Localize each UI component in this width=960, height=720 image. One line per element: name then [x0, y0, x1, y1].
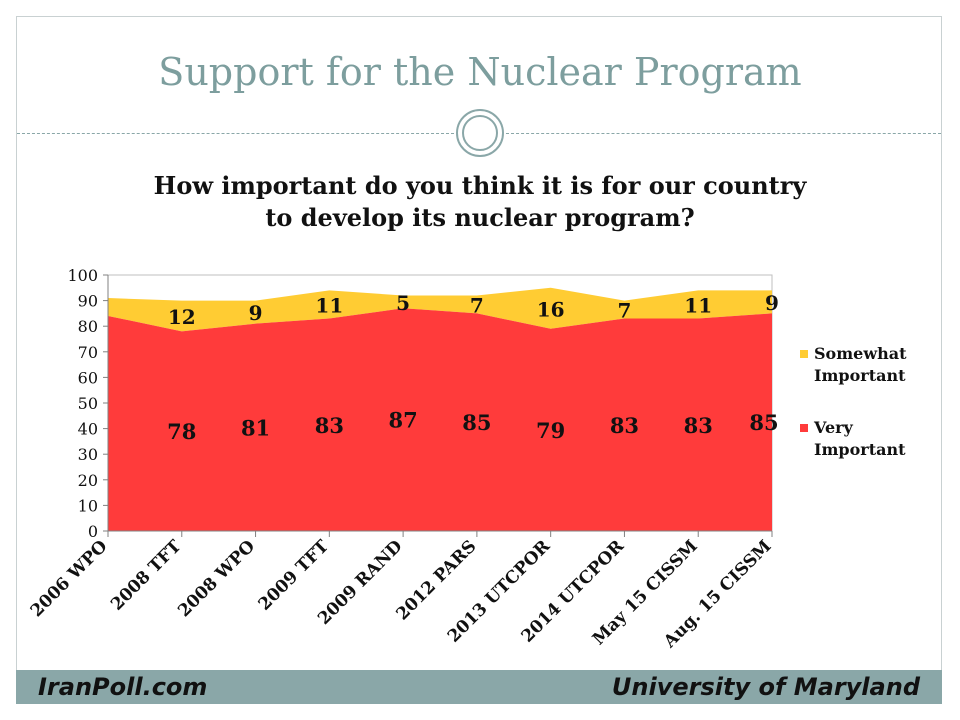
circle-ornament-icon [456, 109, 504, 157]
data-label-very-important: 85 [462, 410, 491, 435]
x-tick-label: 2008 WPO [174, 536, 259, 621]
footer-institution: University of Maryland [611, 673, 920, 701]
data-label-somewhat-important: 7 [470, 293, 484, 317]
legend-label-somewhat-important: Important [814, 366, 906, 385]
y-tick-label: 80 [78, 317, 98, 336]
y-tick-label: 50 [78, 394, 98, 413]
legend-label-very-important: Important [814, 440, 906, 459]
data-label-somewhat-important: 11 [684, 293, 712, 317]
series-area-somewhat-important [108, 287, 772, 332]
y-tick-label: 40 [78, 420, 98, 439]
data-label-very-important: 81 [241, 415, 270, 440]
data-label-very-important: 79 [536, 418, 565, 443]
legend-label-somewhat-important: Somewhat [814, 344, 907, 363]
y-tick-label: 10 [78, 496, 98, 515]
data-label-very-important: 83 [610, 413, 639, 438]
series-area-very-important [108, 308, 772, 531]
legend-swatch-somewhat-important [800, 350, 808, 358]
data-label-somewhat-important: 16 [537, 297, 565, 321]
data-label-very-important: 83 [684, 413, 713, 438]
data-label-very-important: 85 [749, 410, 778, 435]
y-tick-label: 90 [78, 292, 98, 311]
y-tick-label: 60 [78, 368, 98, 387]
data-label-somewhat-important: 9 [765, 291, 779, 315]
y-tick-label: 70 [78, 343, 98, 362]
x-tick-label: 2008 TFT [107, 536, 185, 614]
data-label-somewhat-important: 9 [249, 301, 263, 325]
data-label-somewhat-important: 7 [617, 299, 631, 323]
footer-bar: IranPoll.com University of Maryland [16, 670, 942, 704]
slide-title: Support for the Nuclear Program [158, 50, 802, 94]
chart-title-line-2: to develop its nuclear program? [265, 203, 695, 232]
y-tick-label: 100 [67, 266, 98, 285]
data-label-somewhat-important: 11 [315, 293, 343, 317]
y-tick-label: 30 [78, 445, 98, 464]
chart-title: How important do you think it is for our… [0, 170, 960, 234]
footer-site-name: IranPoll.com [38, 673, 208, 701]
x-tick-label: 2009 TFT [255, 536, 333, 614]
divider-line-left [17, 133, 454, 134]
y-tick-label: 20 [78, 471, 98, 490]
data-label-very-important: 83 [315, 413, 344, 438]
y-tick-label: 0 [88, 522, 98, 541]
data-label-somewhat-important: 12 [168, 305, 196, 329]
divider-line-right [506, 133, 941, 134]
data-label-very-important: 78 [167, 419, 196, 444]
data-label-somewhat-important: 5 [396, 291, 410, 315]
x-tick-label: 2006 WPO [27, 536, 112, 621]
legend-label-very-important: Very [813, 418, 854, 437]
chart-title-line-1: How important do you think it is for our… [153, 171, 807, 200]
data-label-very-important: 87 [388, 408, 417, 433]
legend-swatch-very-important [800, 424, 808, 432]
